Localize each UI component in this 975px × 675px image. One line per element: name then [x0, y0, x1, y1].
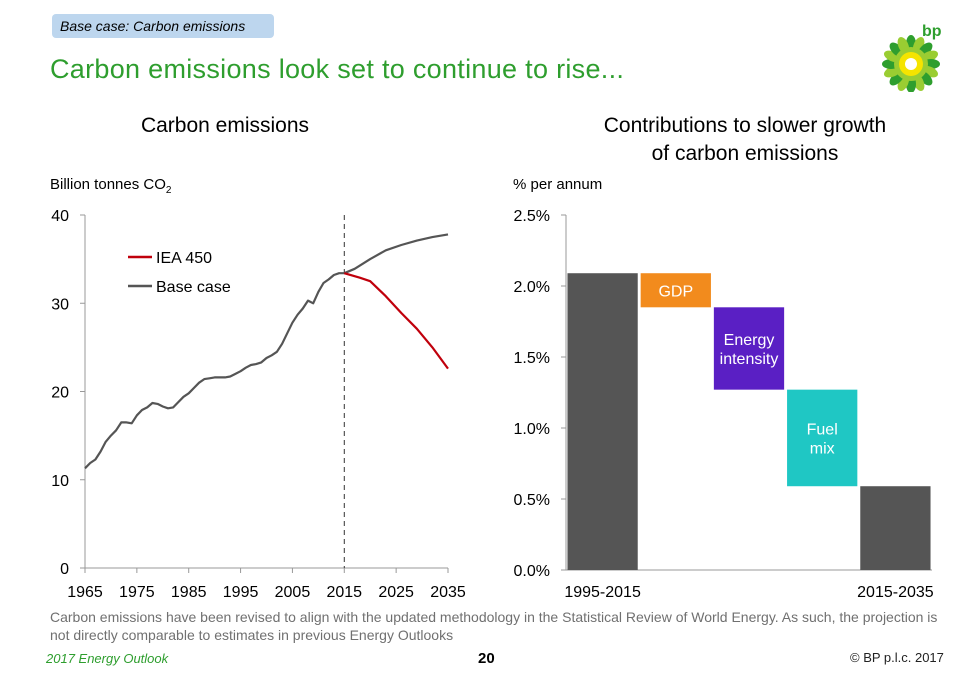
- line-chart-title: Carbon emissions: [140, 114, 310, 137]
- x-tick-label: 1975: [119, 584, 155, 601]
- y-tick-label: 0: [60, 561, 69, 578]
- y-tick-label: 2.0%: [514, 279, 550, 296]
- y-tick-label: 2.5%: [514, 208, 550, 225]
- copyright: © BP p.l.c. 2017: [850, 650, 944, 665]
- x-tick-label: 2015: [326, 584, 362, 601]
- x-tick-label: 2035: [430, 584, 466, 601]
- legend-label: Base case: [156, 279, 231, 296]
- y-tick-label: 40: [51, 208, 69, 225]
- x-tick-label: 2025: [378, 584, 414, 601]
- y-tick-label: 30: [51, 296, 69, 313]
- page-number: 20: [478, 650, 495, 667]
- line-chart-y-label: Billion tonnes CO2: [50, 176, 172, 196]
- x-tick-label: 1985: [171, 584, 207, 601]
- logo-text: bp: [922, 23, 942, 40]
- bar-label: Fuel: [807, 421, 838, 438]
- bar-label: mix: [810, 440, 835, 457]
- series-line-base-case: [84, 233, 449, 470]
- bar-total: [860, 486, 931, 570]
- waterfall-title-line-2: of carbon emissions: [651, 142, 839, 165]
- bar-energy-intensity: [713, 307, 785, 390]
- legend-label: IEA 450: [156, 250, 212, 267]
- bar-label: GDP: [658, 283, 693, 300]
- y-tick-label: 10: [51, 473, 69, 490]
- slide-headline: Carbon emissions look set to continue to…: [50, 54, 625, 84]
- waterfall-y-label: % per annum: [513, 176, 603, 193]
- waterfall-chart-title: Contributions to slower growth of carbon…: [560, 112, 930, 168]
- x-category-label: 1995-2015: [564, 584, 641, 601]
- x-tick-label: 1965: [67, 584, 103, 601]
- footer-publication: 2017 Energy Outlook: [46, 651, 169, 666]
- bar-label: intensity: [720, 351, 779, 368]
- y-tick-label: 0.5%: [514, 492, 550, 509]
- y-tick-label: 20: [51, 385, 69, 402]
- y-tick-label: 0.0%: [514, 563, 550, 580]
- series-line-iea-450: [343, 272, 449, 370]
- x-tick-label: 1995: [223, 584, 259, 601]
- x-tick-label: 2005: [275, 584, 311, 601]
- footnote: Carbon emissions have been revised to al…: [50, 609, 938, 643]
- bar-fuel-mix: [787, 389, 858, 487]
- slide-tag: Base case: Carbon emissions: [52, 14, 274, 38]
- bar-gdp: [640, 273, 711, 308]
- bp-logo-icon: bp: [882, 23, 942, 92]
- waterfall-title-line-1: Contributions to slower growth: [603, 114, 887, 137]
- bar-label: Energy: [724, 332, 775, 349]
- y-tick-label: 1.5%: [514, 350, 550, 367]
- y-tick-label: 1.0%: [514, 421, 550, 438]
- bar-total: [567, 273, 638, 570]
- x-category-label: 2015-2035: [857, 584, 934, 601]
